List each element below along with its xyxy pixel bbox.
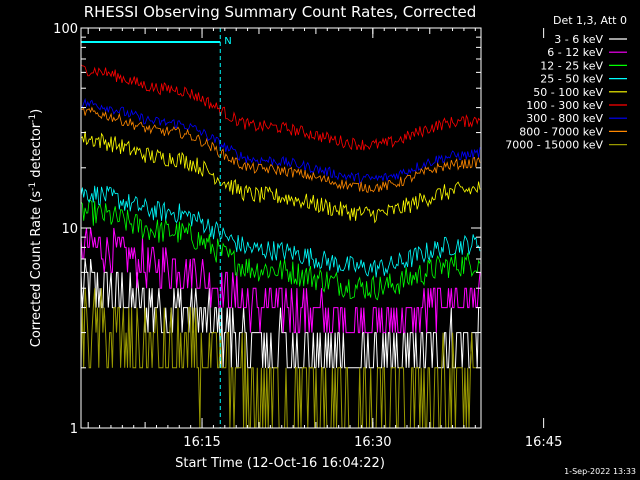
legend-title: Det 1,3, Att 0 bbox=[553, 14, 627, 27]
legend-label: 100 - 300 keV bbox=[526, 99, 603, 112]
legend-label: 7000 - 15000 keV bbox=[505, 139, 603, 152]
y-tick-label: 10 bbox=[61, 222, 78, 237]
legend-label: 300 - 800 keV bbox=[526, 112, 603, 125]
series-line-4 bbox=[80, 185, 481, 278]
y-axis-label: Corrected Count Rate (s-1 detector-1) bbox=[28, 109, 44, 347]
series-line-3 bbox=[80, 199, 481, 301]
series-line-8 bbox=[80, 106, 481, 193]
legend-label: 800 - 7000 keV bbox=[519, 125, 603, 138]
legend-label: 12 - 25 keV bbox=[540, 59, 603, 72]
y-axis-label-end: ) bbox=[29, 109, 44, 114]
chart-title: RHESSI Observing Summary Count Rates, Co… bbox=[84, 3, 477, 21]
legend-label: 6 - 12 keV bbox=[547, 46, 603, 59]
series-line-5 bbox=[80, 131, 481, 224]
x-tick-label: 16:30 bbox=[354, 435, 391, 450]
timestamp: 1-Sep-2022 13:33 bbox=[564, 467, 636, 476]
y-axis-label-sup1: -1 bbox=[28, 182, 38, 191]
series-line-2 bbox=[80, 227, 481, 334]
legend-label: 25 - 50 keV bbox=[540, 73, 603, 86]
y-axis-label-mid: detector bbox=[29, 122, 44, 182]
svg-text:Corrected Count Rate (s-1 dete: Corrected Count Rate (s-1 detector-1) bbox=[28, 109, 44, 347]
x-tick-label: 16:15 bbox=[183, 435, 220, 450]
series-layer bbox=[80, 64, 481, 429]
legend-label: 50 - 100 keV bbox=[533, 86, 603, 99]
x-axis-label: Start Time (12-Oct-16 16:04:22) bbox=[175, 456, 385, 471]
series-line-7 bbox=[80, 97, 481, 184]
series-line-6 bbox=[80, 64, 481, 151]
y-tick-label: 1 bbox=[70, 422, 78, 437]
night-annotation-n: N bbox=[224, 36, 231, 47]
y-tick-label: 100 bbox=[53, 22, 78, 37]
y-axis-label-text: Corrected Count Rate (s bbox=[29, 191, 44, 348]
series-line-1 bbox=[80, 258, 480, 369]
legend-label: 3 - 6 keV bbox=[554, 33, 603, 46]
y-axis-label-sup2: -1 bbox=[28, 114, 38, 123]
x-tick-label: 16:45 bbox=[525, 435, 562, 450]
